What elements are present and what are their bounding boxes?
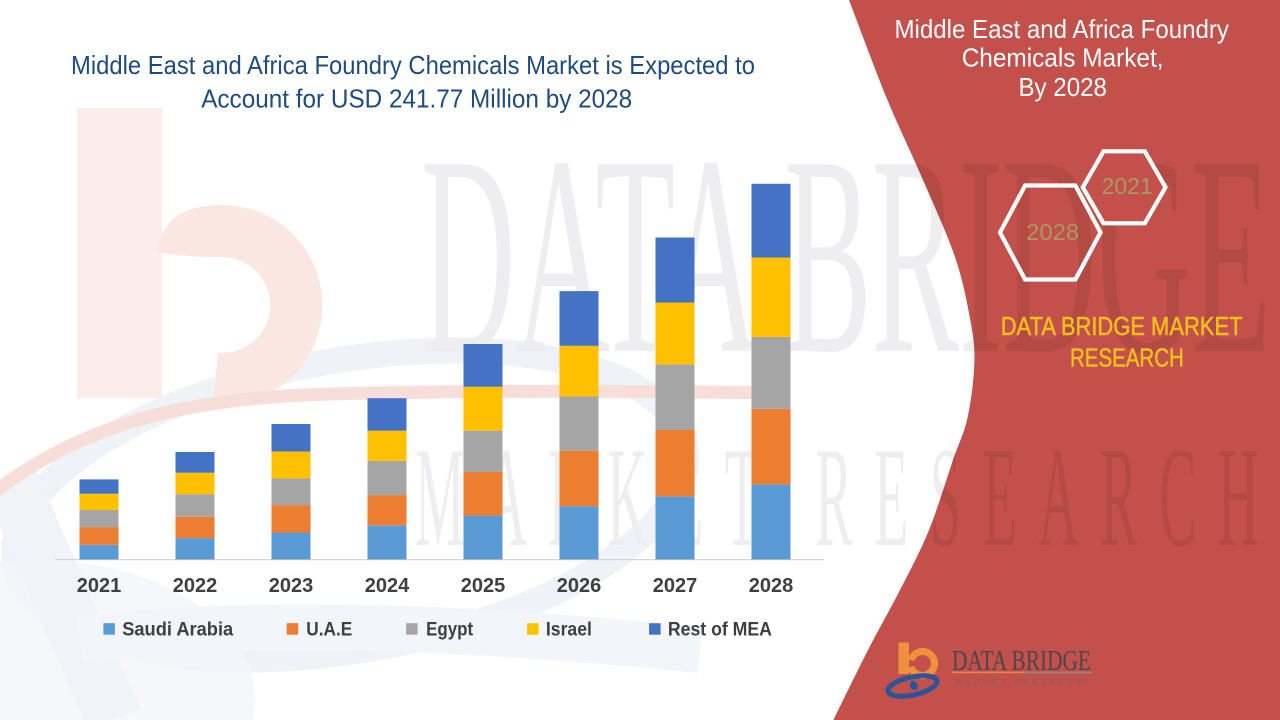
svg-text:Saudi Arabia: Saudi Arabia <box>122 619 233 641</box>
svg-text:2026: 2026 <box>557 575 602 597</box>
svg-text:2023: 2023 <box>269 575 314 597</box>
svg-text:2022: 2022 <box>173 575 218 597</box>
svg-text:2025: 2025 <box>461 575 506 597</box>
svg-text:Middle East and Africa Foundry: Middle East and Africa Foundry <box>894 14 1229 44</box>
svg-text:2027: 2027 <box>653 575 698 597</box>
svg-text:By 2028: By 2028 <box>1018 72 1107 102</box>
svg-text:MARKET RESEARCH: MARKET RESEARCH <box>955 677 1086 687</box>
svg-text:Middle East and Africa Foundry: Middle East and Africa Foundry Chemicals… <box>71 50 755 80</box>
svg-text:Israel: Israel <box>546 619 592 641</box>
svg-text:Rest of MEA: Rest of MEA <box>668 619 772 641</box>
svg-text:Chemicals Market,: Chemicals Market, <box>962 42 1164 72</box>
svg-text:2021: 2021 <box>77 575 122 597</box>
svg-text:Account for USD 241.77 Million: Account for USD 241.77 Million by 2028 <box>201 83 632 113</box>
svg-text:U.A.E: U.A.E <box>306 619 352 641</box>
svg-text:RESEARCH: RESEARCH <box>1070 342 1184 372</box>
svg-text:Egypt: Egypt <box>426 619 473 641</box>
svg-text:DATA BRIDGE MARKET: DATA BRIDGE MARKET <box>1001 311 1243 341</box>
svg-text:2024: 2024 <box>365 575 410 597</box>
svg-text:2021: 2021 <box>1102 173 1153 199</box>
svg-text:2028: 2028 <box>749 575 794 597</box>
svg-text:2028: 2028 <box>1026 219 1079 245</box>
